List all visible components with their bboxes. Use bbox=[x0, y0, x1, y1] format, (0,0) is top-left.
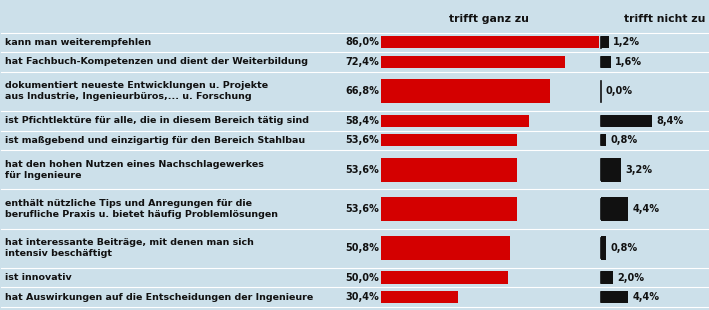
Text: ist Pfichtlektüre für alle, die in diesem Bereich tätig sind: ist Pfichtlektüre für alle, die in diese… bbox=[5, 116, 309, 125]
Text: kann man weiterempfehlen: kann man weiterempfehlen bbox=[5, 38, 151, 47]
Text: 53,6%: 53,6% bbox=[345, 135, 379, 145]
Text: trifft ganz zu: trifft ganz zu bbox=[450, 14, 529, 24]
Text: 4,4%: 4,4% bbox=[632, 292, 659, 302]
Text: 8,4%: 8,4% bbox=[657, 116, 683, 126]
Text: 72,4%: 72,4% bbox=[345, 57, 379, 67]
Text: 30,4%: 30,4% bbox=[345, 292, 379, 302]
Text: 0,8%: 0,8% bbox=[610, 243, 637, 253]
Text: hat den hohen Nutzen eines Nachschlagewerkes
für Ingenieure: hat den hohen Nutzen eines Nachschlagewe… bbox=[5, 160, 264, 179]
Text: 2,0%: 2,0% bbox=[618, 272, 644, 282]
Text: 53,6%: 53,6% bbox=[345, 204, 379, 214]
Text: ist innovativ: ist innovativ bbox=[5, 273, 72, 282]
Text: 0,8%: 0,8% bbox=[610, 135, 637, 145]
Text: 50,0%: 50,0% bbox=[345, 272, 379, 282]
Text: hat Auswirkungen auf die Entscheidungen der Ingenieure: hat Auswirkungen auf die Entscheidungen … bbox=[5, 293, 313, 302]
Text: 53,6%: 53,6% bbox=[345, 165, 379, 175]
Text: 58,4%: 58,4% bbox=[345, 116, 379, 126]
Text: trifft nicht zu: trifft nicht zu bbox=[624, 14, 705, 24]
Text: ist maßgebend und einzigartig für den Bereich Stahlbau: ist maßgebend und einzigartig für den Be… bbox=[5, 136, 305, 145]
Text: 0,0%: 0,0% bbox=[605, 86, 632, 96]
Text: enthält nützliche Tips und Anregungen für die
berufliche Praxis u. bietet häufig: enthält nützliche Tips und Anregungen fü… bbox=[5, 199, 278, 219]
Text: 1,2%: 1,2% bbox=[613, 37, 640, 47]
Text: 1,6%: 1,6% bbox=[615, 57, 642, 67]
Text: hat interessante Beiträge, mit denen man sich
intensiv beschäftigt: hat interessante Beiträge, mit denen man… bbox=[5, 238, 254, 258]
Text: hat Fachbuch-Kompetenzen und dient der Weiterbildung: hat Fachbuch-Kompetenzen und dient der W… bbox=[5, 57, 308, 66]
Text: 66,8%: 66,8% bbox=[345, 86, 379, 96]
Text: 86,0%: 86,0% bbox=[345, 37, 379, 47]
Text: 4,4%: 4,4% bbox=[632, 204, 659, 214]
Text: 3,2%: 3,2% bbox=[625, 165, 652, 175]
Text: dokumentiert neueste Entwicklungen u. Projekte
aus Industrie, Ingenieurbüros,...: dokumentiert neueste Entwicklungen u. Pr… bbox=[5, 82, 268, 101]
Text: 50,8%: 50,8% bbox=[345, 243, 379, 253]
